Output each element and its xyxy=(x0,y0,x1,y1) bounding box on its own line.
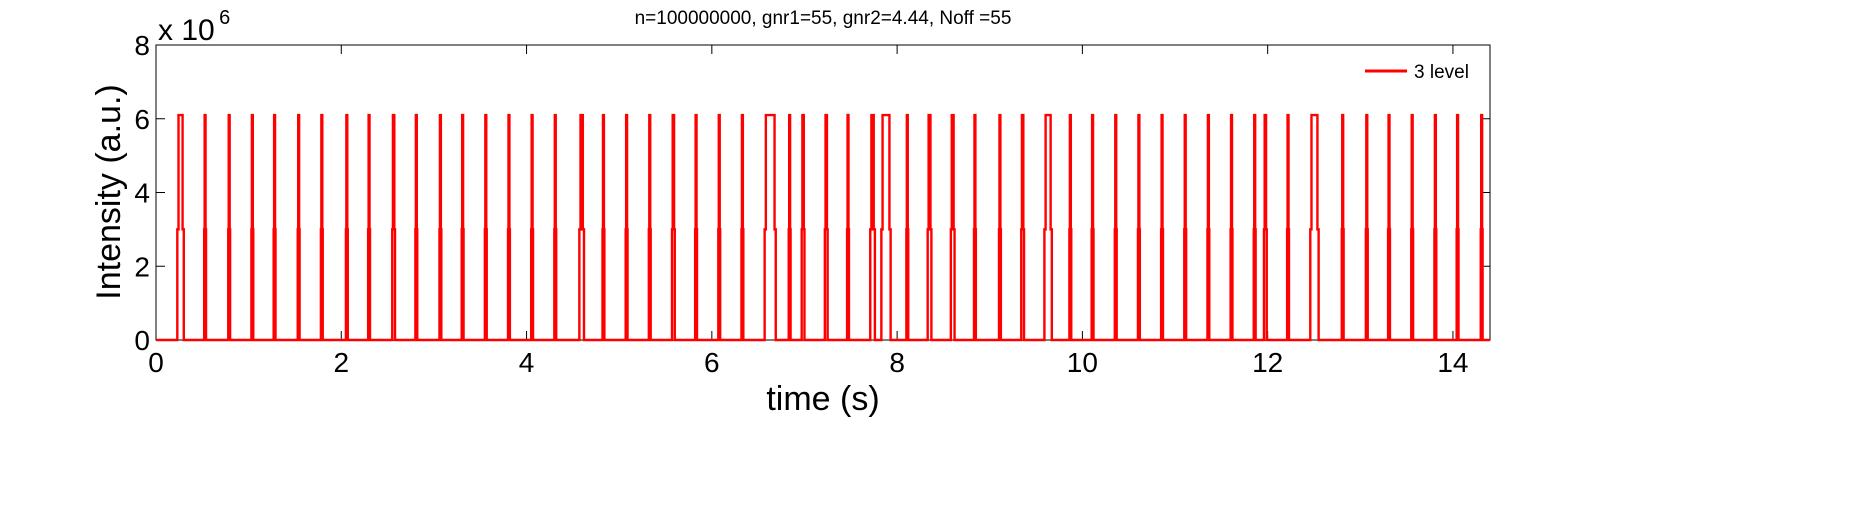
y-tick-label: 0 xyxy=(134,325,150,356)
y-scale-exponent: 6 xyxy=(219,7,230,29)
x-tick-label: 6 xyxy=(704,347,720,378)
y-tick-label: 8 xyxy=(134,30,150,61)
y-axis-label: Intensity (a.u.) xyxy=(90,84,128,299)
y-tick-label: 2 xyxy=(134,251,150,282)
legend: 3 level xyxy=(1365,62,1469,83)
x-tick-label: 8 xyxy=(889,347,905,378)
y-tick-label: 4 xyxy=(134,178,150,209)
series-line-3-level xyxy=(156,113,1490,342)
y-scale-multiplier: x 10 6 xyxy=(158,7,230,47)
x-tick-label: 4 xyxy=(519,347,535,378)
x-tick-label: 2 xyxy=(333,347,349,378)
y-tick-label: 6 xyxy=(134,104,150,135)
ticks xyxy=(155,44,1490,341)
x-tick-label: 14 xyxy=(1437,347,1468,378)
x-axis-label: time (s) xyxy=(766,380,879,418)
y-tick-labels: 0 2 4 6 8 xyxy=(134,30,150,356)
x-tick-label: 12 xyxy=(1252,347,1283,378)
legend-label-3-level: 3 level xyxy=(1414,62,1469,83)
series-layer xyxy=(156,113,1490,342)
x-tick-label: 0 xyxy=(148,347,164,378)
x-tick-labels: 0 2 4 6 8 10 12 14 xyxy=(148,347,1468,378)
y-scale-base: x 10 xyxy=(158,14,215,47)
x-tick-label: 10 xyxy=(1067,347,1098,378)
chart-title: n=100000000, gnr1=55, gnr2=4.44, Noff =5… xyxy=(635,8,1012,29)
